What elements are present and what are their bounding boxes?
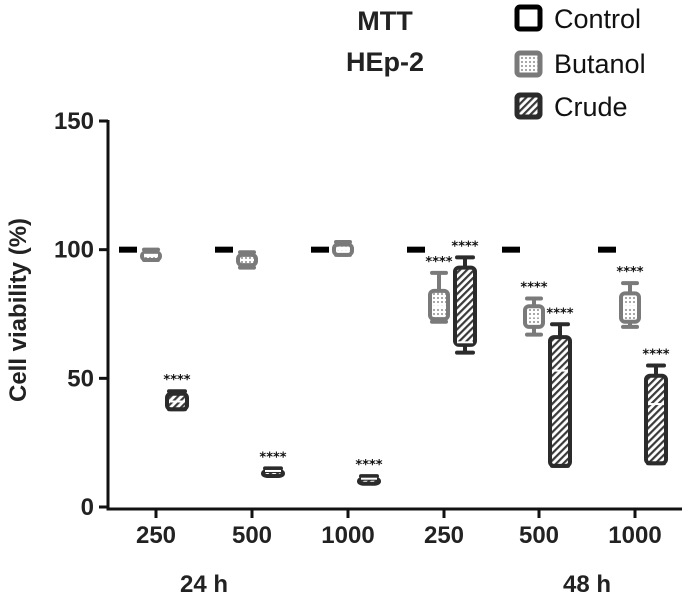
butanol-box	[236, 250, 258, 270]
x-tick-label: 1000	[321, 522, 374, 549]
y-axis-label: Cell viability (%)	[5, 218, 32, 402]
significance-label: ****	[642, 347, 669, 362]
crude-box: ****	[355, 458, 383, 486]
legend-label-control: Control	[554, 4, 641, 34]
control-marker	[598, 246, 616, 253]
y-tick-label: 50	[67, 365, 94, 392]
significance-label: ****	[616, 265, 643, 280]
crude-box: ****	[451, 239, 479, 355]
box	[644, 373, 668, 466]
butanol-box: ****	[520, 281, 548, 337]
crude-box: ****	[259, 450, 287, 478]
x-ticks: 250 500 1000 250 500 1000 24 h 48 h	[136, 509, 662, 598]
group-label: 48 h	[563, 571, 611, 598]
x-tick-label: 1000	[608, 522, 661, 549]
y-tick-label: 100	[54, 237, 94, 264]
butanol-box: ****	[425, 255, 453, 324]
significance-label: ****	[520, 281, 547, 296]
significance-label: ****	[546, 306, 573, 321]
x-tick-label: 500	[519, 522, 559, 549]
y-tick-label: 150	[54, 108, 94, 135]
legend-swatch-control	[514, 4, 543, 32]
y-ticks: 0 50 100 150	[54, 108, 108, 521]
box	[140, 250, 162, 262]
box	[548, 335, 572, 468]
control-marker	[119, 246, 137, 253]
box	[453, 265, 477, 347]
group-label: 24 h	[180, 571, 228, 598]
legend-swatch-crude	[514, 92, 543, 120]
legend: Control Butanol Crude	[514, 4, 646, 122]
control-marker	[407, 246, 425, 253]
crude-box: ****	[163, 373, 191, 412]
crude-box: ****	[642, 347, 670, 466]
control-marker	[215, 246, 233, 253]
significance-label: ****	[451, 239, 478, 254]
butanol-box	[140, 247, 162, 262]
significance-label: ****	[163, 373, 190, 388]
legend-label-crude: Crude	[554, 92, 628, 122]
box	[619, 291, 641, 324]
legend-swatch-butanol	[514, 50, 543, 78]
butanol-box	[332, 239, 354, 257]
control-marker	[311, 246, 329, 253]
x-tick-label: 250	[424, 522, 464, 549]
data-marks: ************************************	[119, 239, 670, 486]
significance-label: ****	[259, 450, 286, 465]
significance-label: ****	[355, 458, 382, 473]
legend-label-butanol: Butanol	[554, 49, 646, 79]
crude-box: ****	[546, 306, 574, 468]
x-tick-label: 250	[136, 522, 176, 549]
x-tick-label: 500	[232, 522, 272, 549]
butanol-box: ****	[616, 265, 644, 329]
control-marker	[502, 246, 520, 253]
significance-label: ****	[425, 255, 452, 270]
box	[428, 288, 450, 322]
chart-title-line-2: HEp-2	[346, 47, 424, 77]
y-tick-label: 0	[81, 494, 94, 521]
chart-title-line-1: MTT	[357, 6, 413, 36]
